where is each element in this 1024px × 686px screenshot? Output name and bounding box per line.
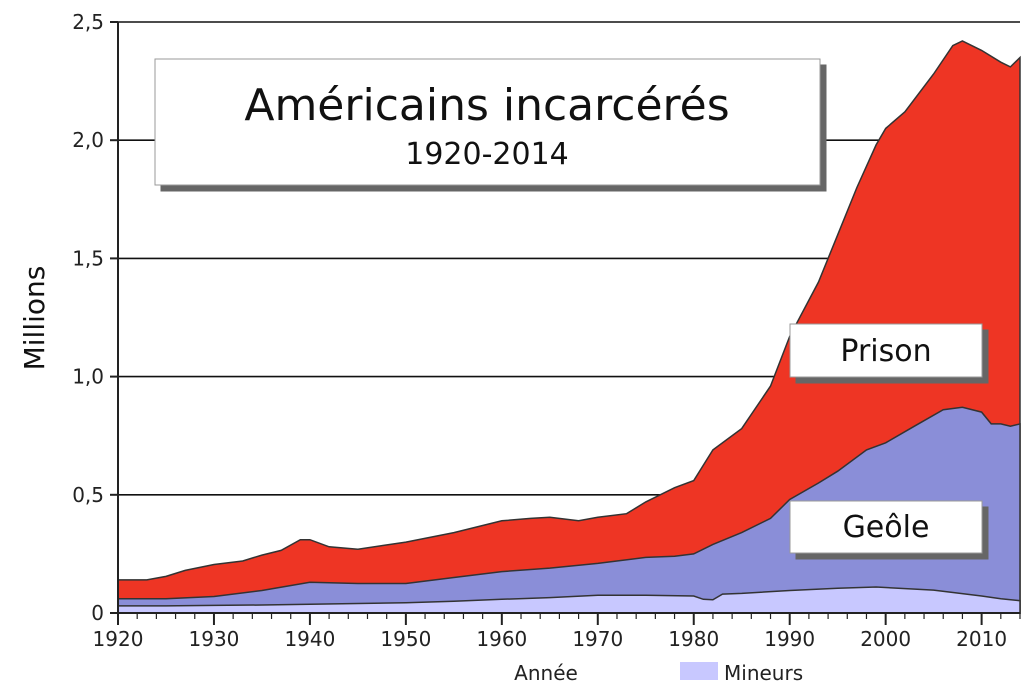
x-tick-label: 1990: [764, 627, 815, 651]
annotation-prison-text: Prison: [840, 334, 931, 369]
annotation-geole: Geôle: [789, 500, 983, 554]
y-tick-label: 1,5: [72, 246, 104, 270]
x-tick-label: 2010: [956, 627, 1007, 651]
x-tick-label: 1970: [572, 627, 623, 651]
x-tick-label: 1980: [668, 627, 719, 651]
y-tick-label: 0,5: [72, 483, 104, 507]
series-area-geole: [117, 406, 1021, 614]
y-tick-label: 2,5: [72, 10, 104, 34]
x-tick-label: 1930: [189, 627, 240, 651]
x-tick-label: 2000: [860, 627, 911, 651]
y-tick-label: 0: [91, 601, 104, 625]
x-axis-label: Année: [514, 661, 578, 685]
annotation-geole-text: Geôle: [843, 510, 930, 545]
annotation-prison: Prison: [789, 323, 983, 378]
x-tick-label: 1950: [380, 627, 431, 651]
series-area-mineurs: [117, 586, 1021, 614]
legend-label-mineurs: Mineurs: [724, 661, 803, 685]
chart-subtitle: 1920-2014: [405, 137, 569, 172]
legend: Mineurs: [680, 661, 803, 685]
y-tick-label: 2,0: [72, 128, 104, 152]
series-area-prison: [117, 40, 1021, 614]
chart-title: Américains incarcérés: [244, 80, 729, 131]
y-tick-group: 0 0,5 1,0 1,5 2,0 2,5: [72, 10, 118, 625]
y-tick-label: 1,0: [72, 365, 104, 389]
x-tick-group: 1920 1930 1940 1950 1960 1970 1980 1990 2000 2010: [93, 613, 1021, 651]
legend-swatch-mineurs: [680, 662, 718, 680]
x-tick-label: 1960: [476, 627, 527, 651]
x-tick-label: 1940: [284, 627, 335, 651]
x-tick-label: 1920: [93, 627, 144, 651]
y-axis-label: Millions: [18, 266, 51, 371]
title-box: Américains incarcérés 1920-2014: [154, 58, 821, 186]
